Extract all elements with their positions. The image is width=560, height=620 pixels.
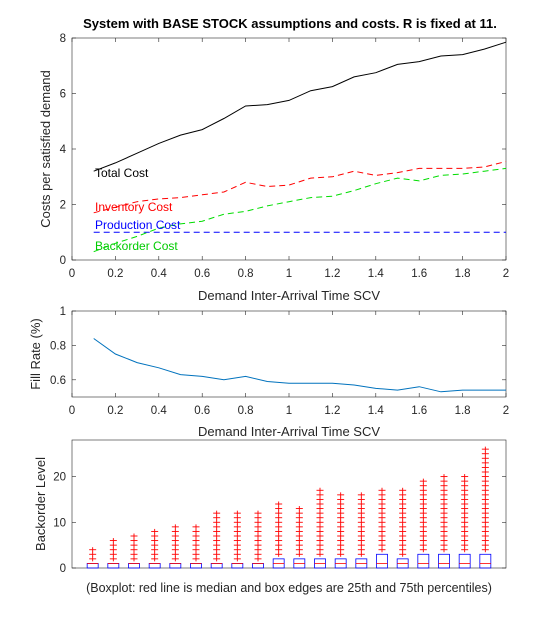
- box: [417, 553, 430, 569]
- backorder-boxplot: 0 10 20 Backorder Level: [33, 439, 507, 575]
- cost-chart-y-tick-label: 2: [60, 200, 66, 212]
- legend-inventory-cost: Inventory Cost: [95, 200, 173, 214]
- legend-total-cost: Total Cost: [95, 166, 149, 180]
- boxplot-plot-area: [71, 439, 507, 569]
- box: [479, 553, 492, 569]
- fill-rate-x-tick-label: 0.4: [151, 405, 168, 417]
- cost-chart-y-label: Costs per satisfied demand: [38, 70, 53, 228]
- fill-rate-x-label: Demand Inter-Arrival Time SCV: [198, 424, 380, 439]
- legend-backorder-cost: Backorder Cost: [95, 239, 178, 253]
- cost-chart-y-ticks: 0 2 4 6 8: [60, 33, 506, 267]
- inventory-cost-line: [93, 161, 507, 214]
- fill-rate-x-tick-label: 0.8: [238, 405, 254, 417]
- fill-rate-x-tick-label: 0: [69, 405, 75, 417]
- cost-chart-x-tick-label: 2: [503, 268, 509, 280]
- fill-rate-plot-area: [71, 310, 507, 398]
- boxplot-y-tick-label: 20: [53, 472, 66, 484]
- fill-rate-chart: 0.6 0.8 1 0 0.2 0.4 0.6 0.8 1 1.2 1.4 1.6 1.8 2 Dema…: [28, 306, 509, 439]
- cost-chart-x-tick-label: 1.2: [324, 268, 340, 280]
- cost-chart-y-tick-label: 6: [60, 89, 66, 101]
- cost-chart-y-tick-label: 4: [60, 144, 67, 156]
- cost-chart-x-tick-label: 1: [286, 268, 292, 280]
- boxplot-y-tick-label: 10: [53, 517, 66, 529]
- cost-chart-x-tick-label: 0.4: [151, 268, 168, 280]
- legend-production-cost: Production Cost: [95, 218, 181, 232]
- cost-chart-x-tick-label: 0: [69, 268, 75, 280]
- box: [376, 553, 388, 569]
- cost-chart-x-tick-label: 1.6: [411, 268, 427, 280]
- cost-chart-x-label: Demand Inter-Arrival Time SCV: [198, 288, 380, 303]
- cost-chart-y-tick-label: 0: [60, 255, 66, 267]
- boxplot-y-label: Backorder Level: [33, 457, 48, 551]
- cost-chart-x-tick-label: 0.6: [194, 268, 210, 280]
- cost-chart-x-tick-label: 0.8: [238, 268, 254, 280]
- cost-chart-x-tick-label: 0.2: [107, 268, 123, 280]
- fill-rate-y-ticks: 0.6 0.8 1: [50, 306, 506, 387]
- figure-caption: (Boxplot: red line is median and box edg…: [86, 581, 492, 595]
- fill-rate-x-tick-label: 0.6: [194, 405, 210, 417]
- cost-chart-y-tick-label: 8: [60, 33, 66, 45]
- box: [458, 553, 471, 569]
- total-cost-line: [93, 41, 507, 172]
- fill-rate-x-tick-label: 1: [286, 405, 292, 417]
- fill-rate-x-tick-label: 2: [503, 405, 509, 417]
- fill-rate-series: [93, 338, 506, 393]
- fill-rate-y-tick-label: 0.8: [50, 340, 66, 352]
- fill-rate-line: [93, 338, 506, 393]
- fill-rate-y-label: Fill Rate (%): [28, 318, 43, 390]
- cost-chart-x-tick-label: 1.8: [455, 268, 471, 280]
- fill-rate-y-tick-label: 0.6: [50, 375, 66, 387]
- fill-rate-x-tick-label: 1.8: [455, 405, 471, 417]
- fill-rate-x-tick-label: 1.6: [411, 405, 427, 417]
- fill-rate-x-tick-label: 1.4: [368, 405, 385, 417]
- boxplot-boxes: [86, 446, 492, 569]
- cost-chart: 0 2 4 6 8 0 0.2 0.4 0.6 0.8 1 1.2 1.4 1.6 1.8 2 Demand…: [38, 33, 509, 303]
- cost-chart-series: [93, 41, 507, 253]
- boxplot-y-tick-label: 0: [60, 563, 66, 575]
- cost-chart-x-tick-label: 1.4: [368, 268, 385, 280]
- box: [438, 553, 450, 569]
- fill-rate-y-tick-label: 1: [60, 306, 66, 318]
- fill-rate-x-tick-label: 1.2: [324, 405, 340, 417]
- fill-rate-x-tick-label: 0.2: [107, 405, 123, 417]
- cost-chart-x-ticks: 0 0.2 0.4 0.6 0.8 1 1.2 1.4 1.6 1.8 2: [69, 38, 509, 280]
- cost-chart-plot-area: [71, 37, 507, 261]
- fill-rate-x-ticks: 0 0.2 0.4 0.6 0.8 1 1.2 1.4 1.6 1.8 2: [69, 311, 509, 417]
- boxplot-y-ticks: 0 10 20: [53, 472, 506, 575]
- figure-title: System with BASE STOCK assumptions and c…: [83, 16, 497, 31]
- backorder-cost-line: [93, 167, 507, 253]
